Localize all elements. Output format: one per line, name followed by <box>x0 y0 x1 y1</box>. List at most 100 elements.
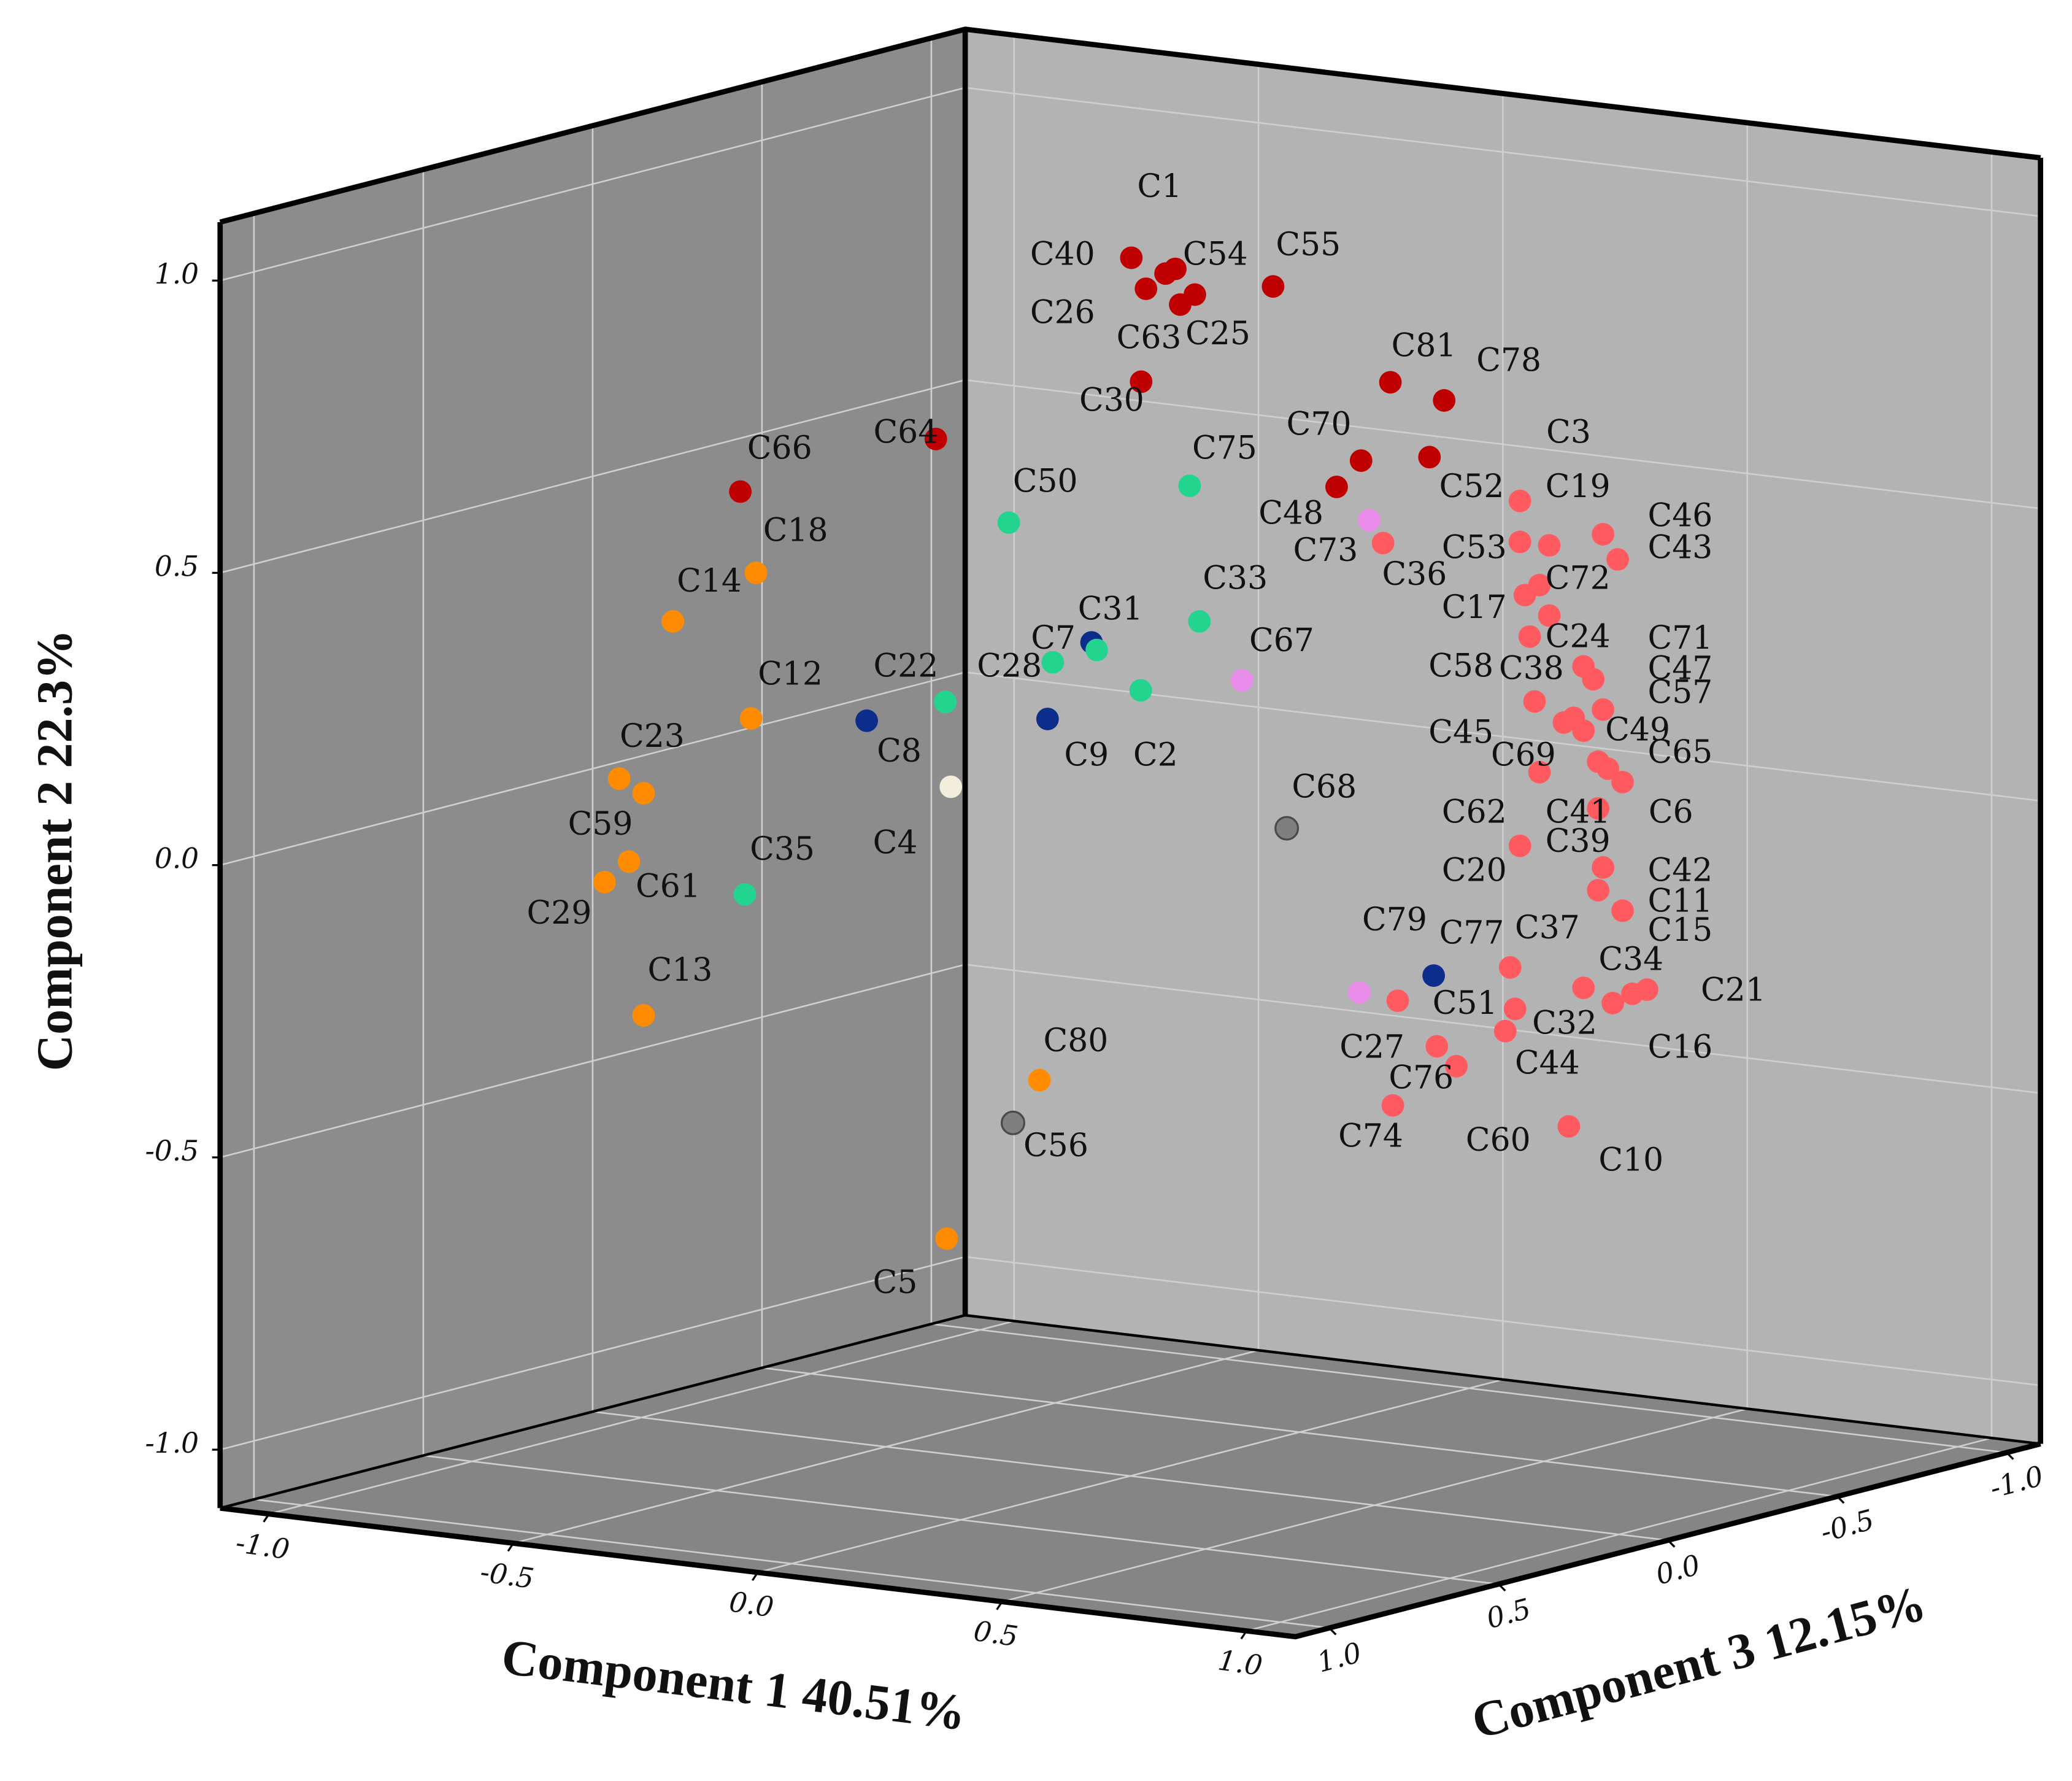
point-label: C59 <box>568 806 633 843</box>
point <box>733 883 757 906</box>
point <box>1621 982 1644 1005</box>
point-label: C25 <box>1185 315 1250 352</box>
point-label: C11 <box>1647 883 1712 919</box>
point <box>1028 1068 1051 1092</box>
point <box>593 870 616 894</box>
point <box>1433 389 1456 412</box>
point <box>1348 981 1371 1004</box>
point <box>744 562 768 584</box>
point-label: C75 <box>1192 430 1257 466</box>
point-label: C8 <box>877 733 922 770</box>
point-label: C70 <box>1287 406 1352 442</box>
grid <box>220 35 2041 1632</box>
x-tick-label: 1.0 <box>1216 1644 1265 1682</box>
point <box>934 690 957 714</box>
point-label: C60 <box>1466 1122 1531 1159</box>
point <box>1325 476 1348 498</box>
point-label: C17 <box>1442 589 1507 626</box>
point <box>1587 750 1610 773</box>
point-label: C46 <box>1647 498 1712 535</box>
point <box>632 1004 655 1027</box>
x-tick <box>751 1572 759 1582</box>
point <box>1538 534 1561 557</box>
series: C68 C56 <box>1000 768 1357 1164</box>
point <box>1130 370 1153 393</box>
point <box>1425 1035 1449 1058</box>
point-label: C27 <box>1339 1029 1404 1066</box>
point <box>1120 246 1143 269</box>
point-label: C66 <box>747 430 812 466</box>
point <box>661 610 685 633</box>
point-label: C53 <box>1442 530 1507 566</box>
point-label: C26 <box>1030 295 1095 331</box>
point <box>1562 706 1585 730</box>
point-label: C37 <box>1515 910 1580 946</box>
box-edge <box>220 1441 2041 1640</box>
series: C4 <box>873 775 963 861</box>
point <box>1129 679 1152 702</box>
point-label: C40 <box>1030 236 1095 272</box>
box-edges <box>217 26 2043 1640</box>
point-label: C47 <box>1647 651 1712 687</box>
point <box>1085 638 1108 662</box>
point <box>1498 956 1522 979</box>
point-label: C63 <box>1117 320 1182 357</box>
z-tick-label: -0.5 <box>1817 1503 1878 1548</box>
point <box>1274 816 1300 841</box>
point-label: C7 <box>1031 620 1076 657</box>
point <box>1349 449 1373 472</box>
point-label: C30 <box>1079 382 1144 419</box>
point <box>739 707 763 730</box>
point-label: C12 <box>758 655 823 692</box>
point <box>1381 1094 1404 1117</box>
point-label: C74 <box>1338 1118 1403 1155</box>
point-label: C43 <box>1647 530 1712 566</box>
y-axis-title: Component 2 22.3% <box>26 630 82 1072</box>
point <box>1508 834 1531 857</box>
point <box>1188 610 1211 633</box>
point <box>1379 371 1402 394</box>
point <box>1582 668 1605 691</box>
z-tick-label: 0.0 <box>1652 1548 1704 1591</box>
point-label: C39 <box>1546 823 1611 860</box>
point-label: C13 <box>647 952 712 989</box>
point <box>1503 997 1527 1021</box>
point-label: C9 <box>1064 736 1109 773</box>
point <box>1528 760 1551 784</box>
point <box>1518 625 1541 648</box>
point-label: C35 <box>750 831 815 868</box>
point-label: C50 <box>1013 463 1078 500</box>
x-tick-label: -0.5 <box>478 1556 536 1596</box>
point-label: C67 <box>1249 622 1314 659</box>
y-tick-label: -1.0 <box>145 1427 199 1459</box>
z-tick <box>1836 1496 1845 1504</box>
x-tick <box>1240 1630 1247 1640</box>
point-label: C42 <box>1647 852 1712 889</box>
grid-line <box>931 1323 2007 1454</box>
point <box>1178 474 1201 497</box>
point-label: C79 <box>1362 902 1427 938</box>
point <box>1134 277 1158 300</box>
point <box>1557 1115 1581 1138</box>
point-label: C54 <box>1183 236 1248 272</box>
point-label: C28 <box>977 647 1042 684</box>
point-label: C10 <box>1598 1142 1663 1179</box>
point <box>939 775 963 798</box>
point <box>1592 523 1615 546</box>
point-label: C68 <box>1292 768 1357 805</box>
z-tick <box>1328 1627 1337 1636</box>
x-axis-title: Component 1 40.51% <box>499 1628 969 1740</box>
point-label: C72 <box>1546 560 1611 597</box>
point-label: C18 <box>763 512 828 549</box>
point <box>1592 856 1615 879</box>
x-tick <box>507 1542 515 1552</box>
z-tick-label: 0.5 <box>1483 1592 1535 1635</box>
point <box>1036 708 1059 730</box>
point <box>1041 651 1065 674</box>
point <box>1358 509 1381 532</box>
point-label: C4 <box>873 824 918 861</box>
point-label: C31 <box>1078 590 1143 627</box>
walls <box>220 29 2041 1637</box>
